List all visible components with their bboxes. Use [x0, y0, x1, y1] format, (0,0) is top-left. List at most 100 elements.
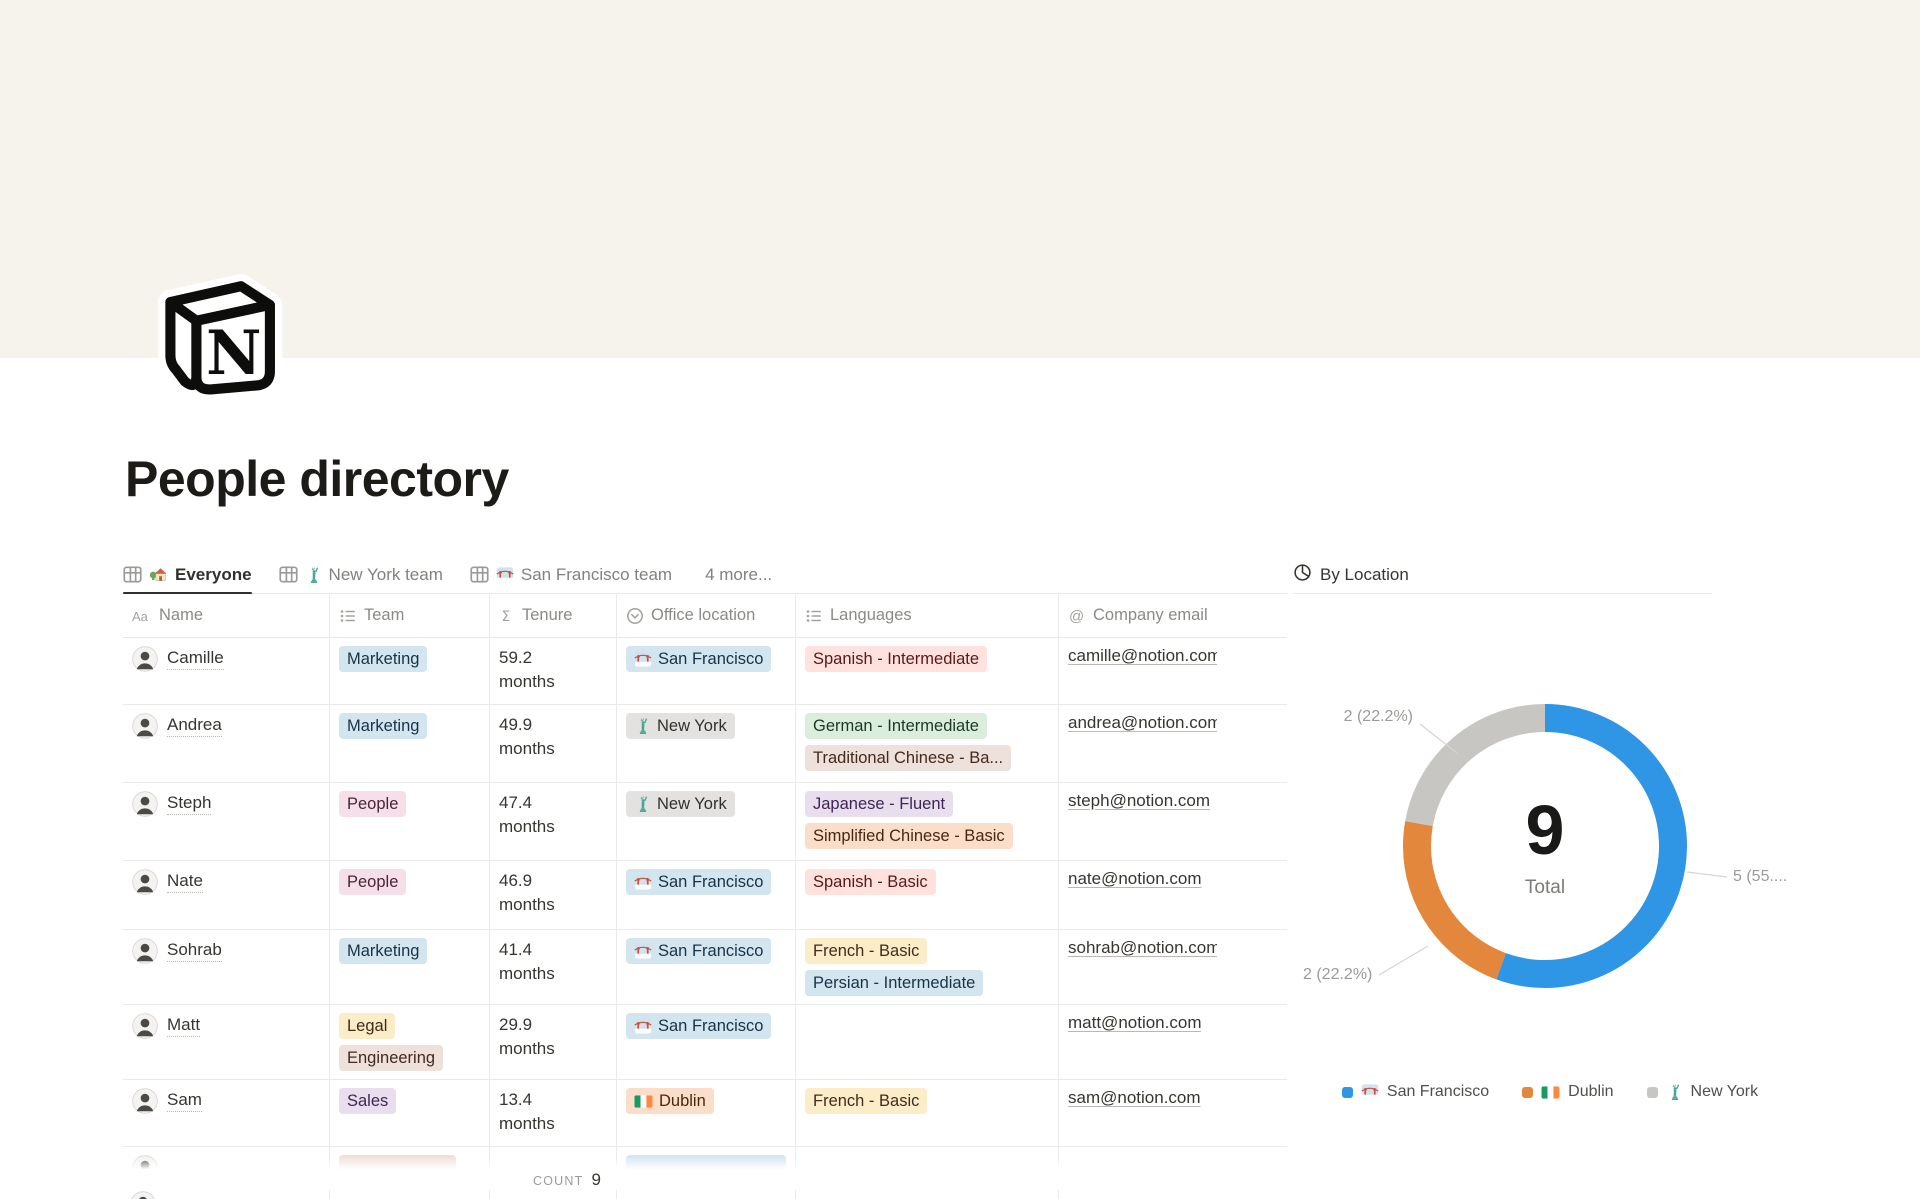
table-view-icon: [278, 565, 298, 584]
name-cell[interactable]: Matt: [123, 1005, 330, 1080]
tab-everyone[interactable]: Everyone: [123, 556, 252, 594]
name-cell[interactable]: Sohrab: [123, 930, 330, 1005]
column-header-name[interactable]: Aa Name: [123, 594, 330, 638]
multiselect-icon: [805, 607, 823, 625]
languages-cell[interactable]: [796, 1005, 1059, 1080]
languages-cell[interactable]: French - Basic Persian - Intermediate: [796, 930, 1059, 1005]
office-cell[interactable]: San Francisco: [617, 861, 796, 930]
ie-flag-icon: [1541, 1085, 1560, 1100]
person-name[interactable]: Matt: [167, 1015, 201, 1037]
table-row[interactable]: Andrea Marketing 49.9 months New York Ge…: [123, 705, 1287, 783]
name-cell[interactable]: Steph: [123, 783, 330, 861]
tab-san-francisco-team[interactable]: San Francisco team: [470, 556, 672, 593]
person-name[interactable]: Andrea: [167, 715, 222, 737]
page-title[interactable]: People directory: [125, 451, 509, 507]
person-name[interactable]: Camille: [167, 648, 224, 670]
house-icon: [149, 565, 168, 584]
column-header-team[interactable]: Team: [330, 594, 490, 638]
svg-text:N: N: [206, 318, 261, 389]
callout-san-francisco: 5 (55....: [1733, 868, 1788, 885]
languages-cell[interactable]: French - Basic: [796, 1080, 1059, 1147]
tab-new-york-team[interactable]: New York team: [278, 556, 443, 593]
team-cell[interactable]: Marketing: [330, 638, 490, 705]
name-cell[interactable]: Camille: [123, 638, 330, 705]
location-donut-chart: [1403, 704, 1687, 988]
team-cell[interactable]: Marketing: [330, 705, 490, 783]
tenure-value: 41.4 months: [499, 940, 555, 983]
legend-swatch: [1646, 1086, 1658, 1098]
email-cell[interactable]: sam@notion.com: [1059, 1080, 1287, 1147]
team-cell[interactable]: People: [330, 783, 490, 861]
chart-title: By Location: [1320, 564, 1409, 584]
person-name[interactable]: Sohrab: [167, 940, 222, 962]
table-body: Camille Marketing 59.2 months San Franci…: [123, 638, 1287, 1199]
tag: Spanish - Basic: [805, 869, 936, 895]
office-cell[interactable]: San Francisco: [617, 930, 796, 1005]
languages-cell[interactable]: Spanish - Intermediate: [796, 638, 1059, 705]
office-cell[interactable]: New York: [617, 783, 796, 861]
team-cell[interactable]: Marketing: [330, 930, 490, 1005]
avatar: [132, 938, 158, 964]
donut-slice-new-york: [1403, 704, 1687, 988]
tenure-cell[interactable]: 29.9 months: [490, 1005, 617, 1080]
languages-cell[interactable]: Japanese - Fluent Simplified Chinese - Ba…: [796, 783, 1059, 861]
email-cell[interactable]: camille@notion.com: [1059, 638, 1287, 705]
person-name[interactable]: Nate: [167, 871, 203, 893]
bridge-fog-icon: [496, 566, 514, 584]
count-bar: COUNT 9: [123, 1156, 1287, 1190]
email-cell[interactable]: nate@notion.com: [1059, 861, 1287, 930]
email-link: steph@notion.com: [1068, 791, 1211, 810]
office-cell[interactable]: San Francisco: [617, 638, 796, 705]
notion-logo[interactable]: N: [143, 262, 293, 420]
column-header-office-location[interactable]: Office location: [617, 594, 796, 638]
tenure-cell[interactable]: 47.4 months: [490, 783, 617, 861]
tenure-cell[interactable]: 59.2 months: [490, 638, 617, 705]
more-views-button[interactable]: 4 more...: [705, 564, 773, 584]
office-tag: San Francisco: [626, 869, 772, 895]
table-row[interactable]: Sohrab Marketing 41.4 months San Francis…: [123, 930, 1287, 1005]
tenure-cell[interactable]: 46.9 months: [490, 861, 617, 930]
title-icon: Aa: [132, 609, 152, 623]
legend-swatch: [1522, 1086, 1534, 1098]
table-row[interactable]: Sam Sales 13.4 months Dublin French - Ba…: [123, 1080, 1287, 1147]
languages-cell[interactable]: German - Intermediate Traditional Chinese…: [796, 705, 1059, 783]
callout-dublin: 2 (22.2%): [1303, 966, 1373, 983]
office-cell[interactable]: Dublin: [617, 1080, 796, 1147]
team-cell[interactable]: Legal Engineering: [330, 1005, 490, 1080]
people-table: Aa Name Team Σ Tenure Office location Language…: [123, 594, 1287, 1199]
email-cell[interactable]: sohrab@notion.com: [1059, 930, 1287, 1005]
office-cell[interactable]: New York: [617, 705, 796, 783]
legend-label: San Francisco: [1386, 1083, 1490, 1100]
office-cell[interactable]: San Francisco: [617, 1005, 796, 1080]
team-cell[interactable]: Sales: [330, 1080, 490, 1147]
table-row[interactable]: Steph People 47.4 months New York Japane…: [123, 783, 1287, 861]
tag: Sales: [339, 1088, 397, 1114]
tenure-cell[interactable]: 49.9 months: [490, 705, 617, 783]
languages-cell[interactable]: Spanish - Basic: [796, 861, 1059, 930]
name-cell[interactable]: Sam: [123, 1080, 330, 1147]
column-header-languages[interactable]: Languages: [796, 594, 1059, 638]
count-calculation[interactable]: COUNT 9: [533, 1170, 601, 1190]
column-label: Office location: [651, 606, 756, 624]
tag: French - Basic: [805, 938, 928, 964]
email-cell[interactable]: andrea@notion.com: [1059, 705, 1287, 783]
tenure-cell[interactable]: 41.4 months: [490, 930, 617, 1005]
table-row[interactable]: Nate People 46.9 months San Francisco Sp…: [123, 861, 1287, 930]
chart-header[interactable]: By Location: [1293, 556, 1712, 594]
email-cell[interactable]: steph@notion.com: [1059, 783, 1287, 861]
person-name[interactable]: Sam: [167, 1090, 202, 1112]
table-row[interactable]: Camille Marketing 59.2 months San Franci…: [123, 638, 1287, 705]
email-cell[interactable]: matt@notion.com: [1059, 1005, 1287, 1080]
page-cover: [0, 0, 1920, 358]
tag: Japanese - Fluent: [805, 791, 954, 817]
tenure-value: 13.4 months: [499, 1090, 555, 1133]
table-row[interactable]: Matt Legal Engineering 29.9 months San Fr…: [123, 1005, 1287, 1080]
name-cell[interactable]: Nate: [123, 861, 330, 930]
column-header-tenure[interactable]: Σ Tenure: [490, 594, 617, 638]
person-name[interactable]: Steph: [167, 793, 212, 815]
name-cell[interactable]: Andrea: [123, 705, 330, 783]
column-header-company-email[interactable]: @ Company email: [1059, 594, 1287, 638]
tenure-cell[interactable]: 13.4 months: [490, 1080, 617, 1147]
team-cell[interactable]: People: [330, 861, 490, 930]
